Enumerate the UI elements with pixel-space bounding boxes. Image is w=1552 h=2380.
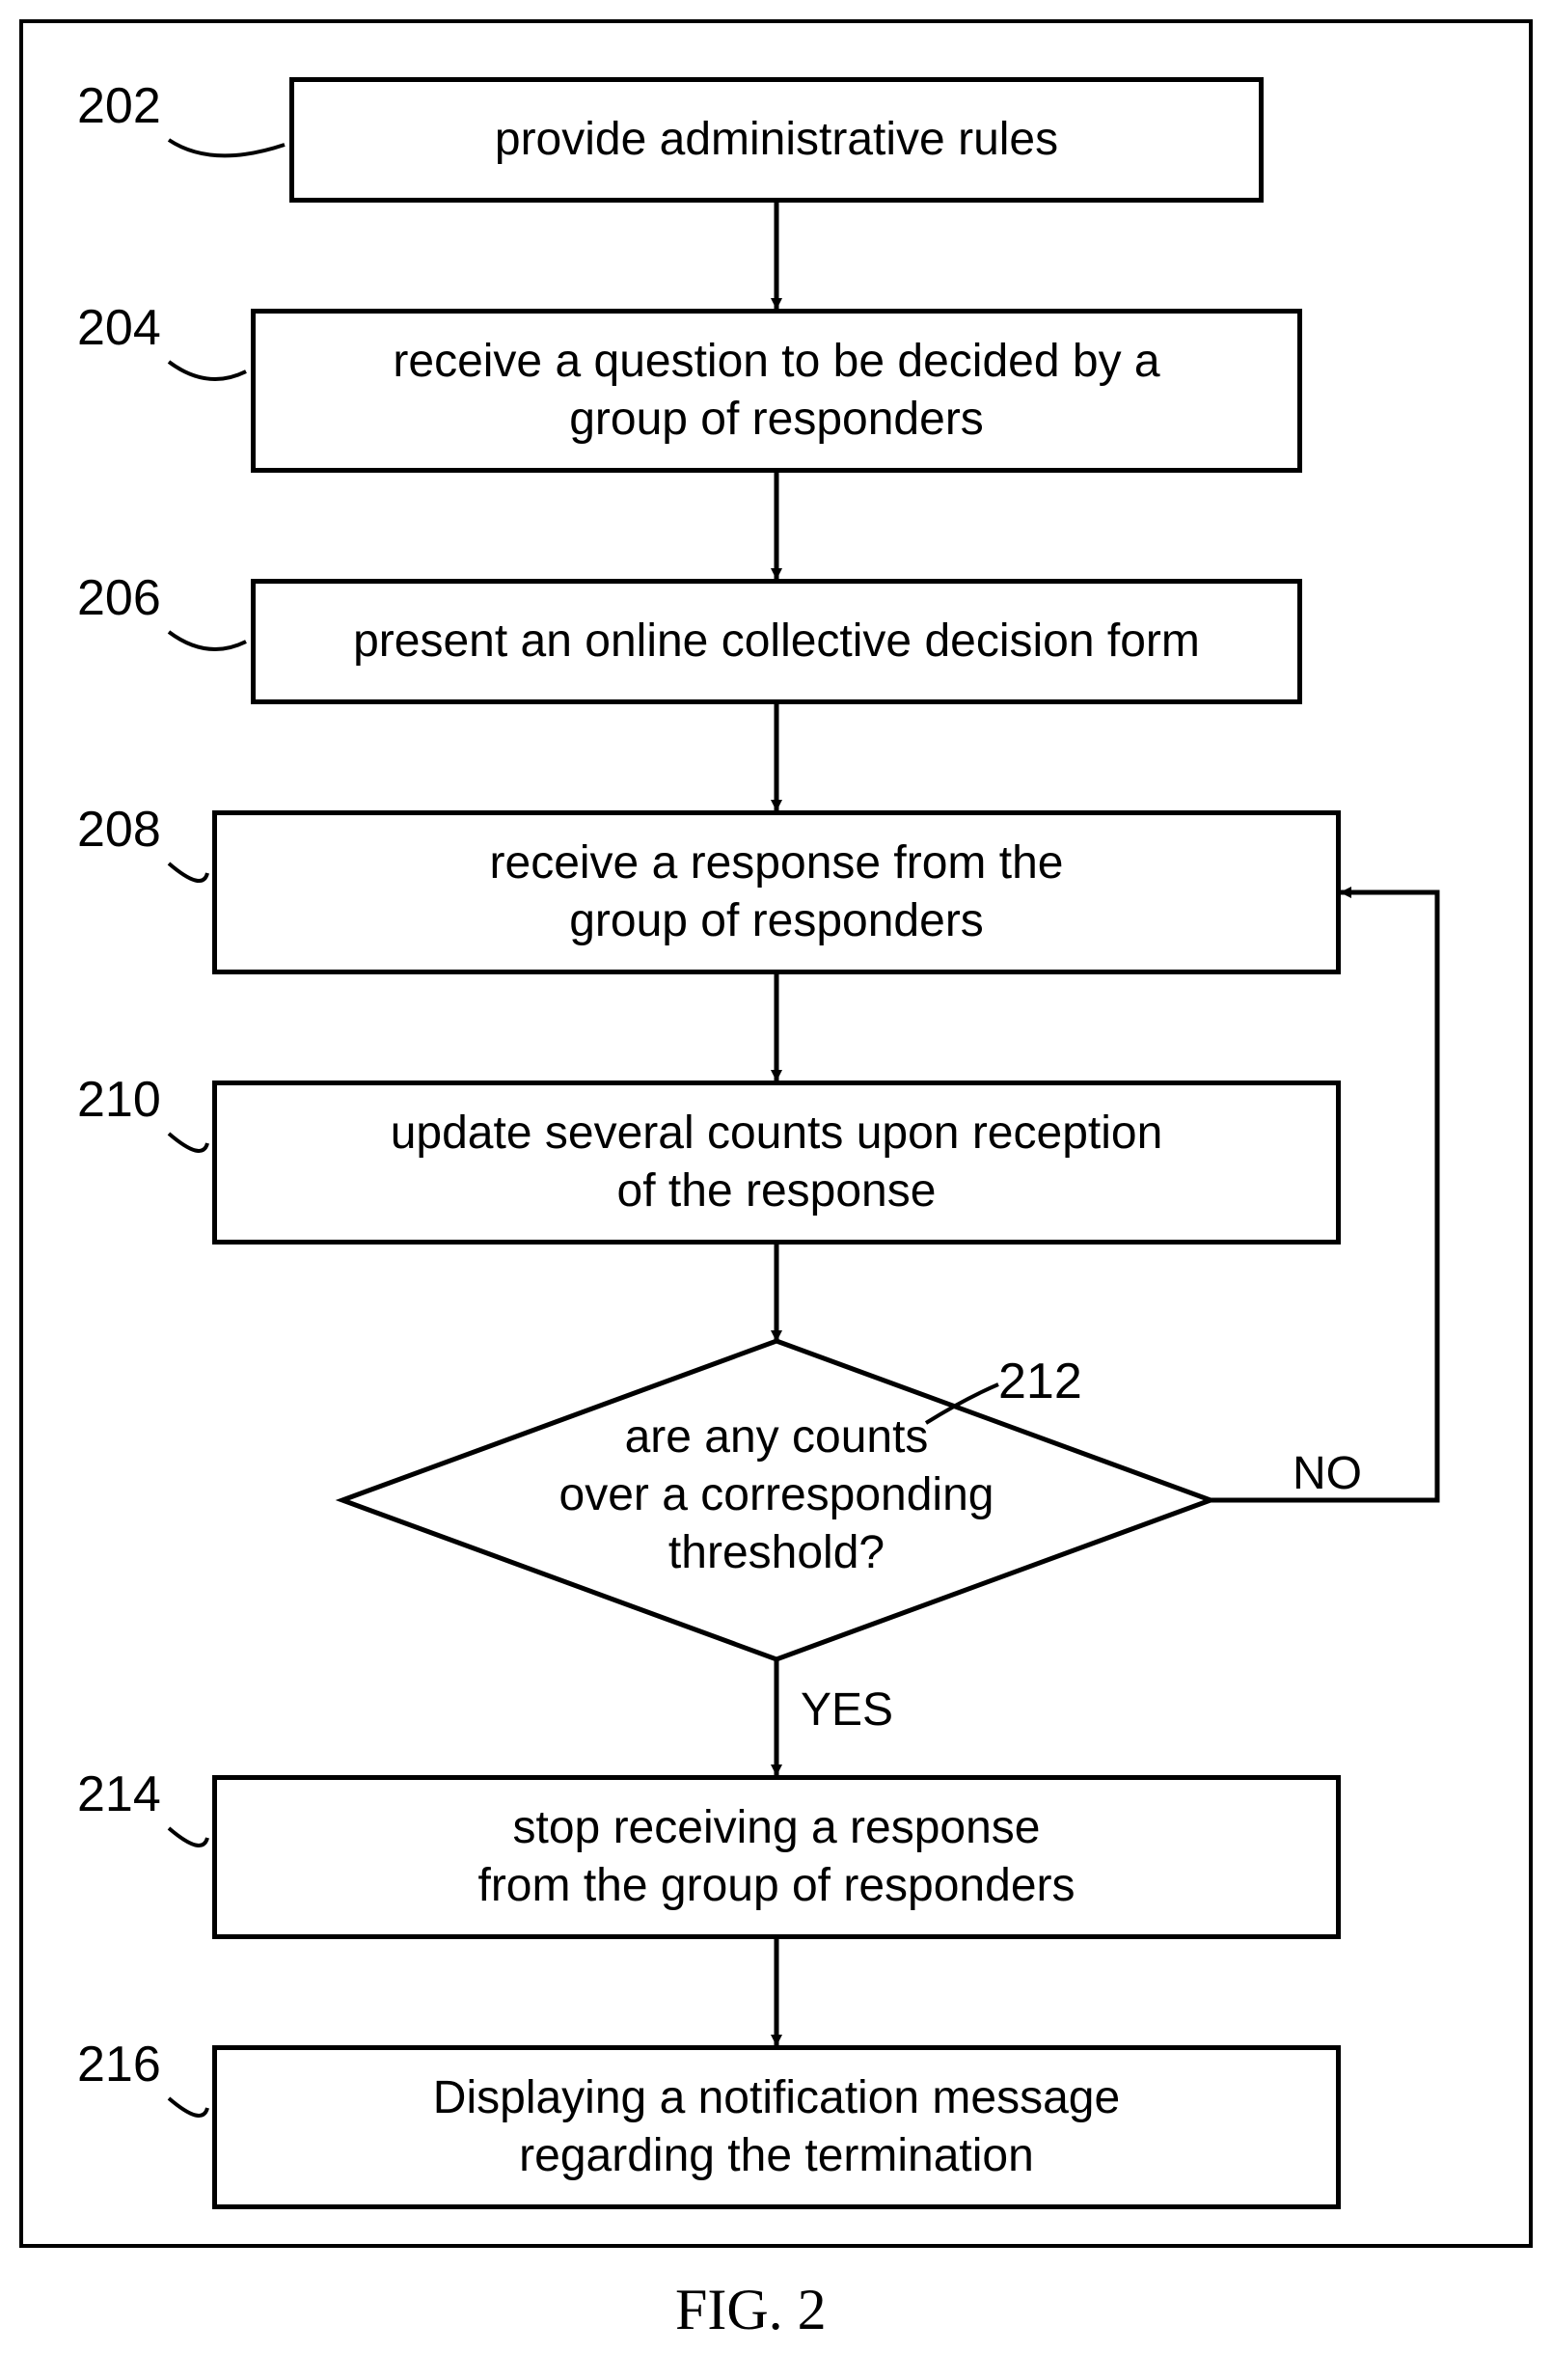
ref-label-214: 214: [77, 1765, 161, 1823]
ref-label-212: 212: [998, 1353, 1082, 1410]
ref-label-216: 216: [77, 2036, 161, 2093]
ref-label-208: 208: [77, 801, 161, 859]
process-text: receive a response from thegroup of resp…: [490, 834, 1064, 950]
edge-label-no: NO: [1293, 1447, 1362, 1500]
ref-label-206: 206: [77, 569, 161, 627]
process-text: Displaying a notification messageregardi…: [433, 2069, 1120, 2185]
process-text: present an online collective decision fo…: [353, 613, 1200, 670]
process-208: receive a response from thegroup of resp…: [212, 810, 1341, 974]
decision-212: are any countsover a correspondingthresh…: [487, 1409, 1066, 1582]
process-216: Displaying a notification messageregardi…: [212, 2045, 1341, 2209]
ref-label-204: 204: [77, 299, 161, 357]
process-text: update several counts upon receptionof t…: [391, 1105, 1163, 1220]
process-text: stop receiving a responsefrom the group …: [477, 1799, 1075, 1915]
process-206: present an online collective decision fo…: [251, 579, 1302, 704]
process-202: provide administrative rules: [289, 77, 1264, 203]
ref-label-210: 210: [77, 1071, 161, 1129]
figure-caption: FIG. 2: [675, 2277, 827, 2343]
edge-label-yes: YES: [801, 1683, 893, 1737]
process-210: update several counts upon receptionof t…: [212, 1081, 1341, 1245]
process-text: provide administrative rules: [495, 111, 1058, 169]
ref-label-202: 202: [77, 77, 161, 135]
process-text: receive a question to be decided by agro…: [393, 333, 1159, 449]
process-204: receive a question to be decided by agro…: [251, 309, 1302, 473]
process-214: stop receiving a responsefrom the group …: [212, 1775, 1341, 1939]
